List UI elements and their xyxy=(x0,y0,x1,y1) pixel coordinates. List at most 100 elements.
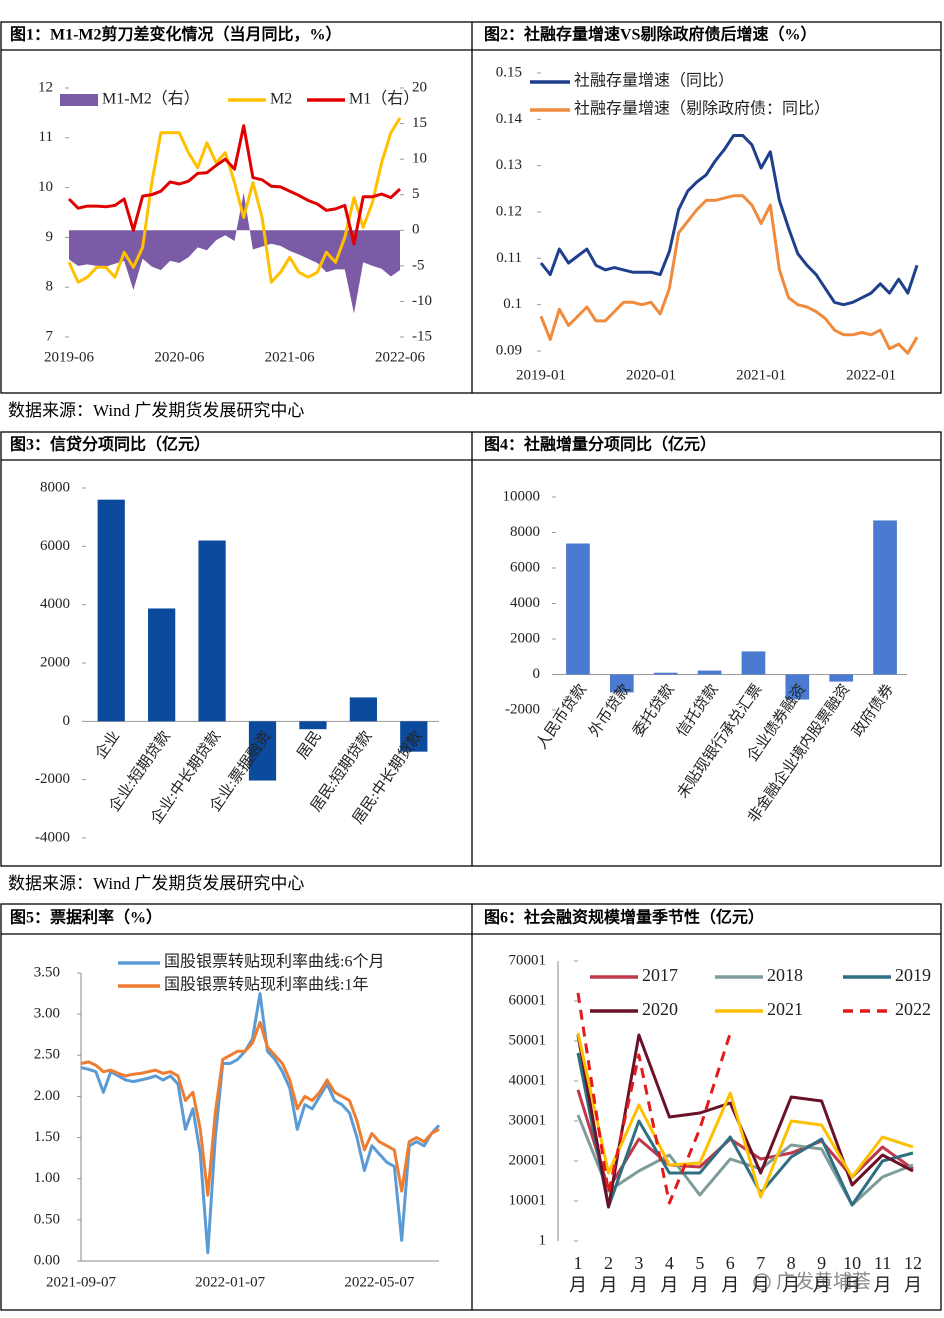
bar xyxy=(829,674,854,682)
y-tick-label: -2000 xyxy=(505,701,540,717)
x-tick-label: 10月 xyxy=(843,1253,862,1295)
x-tick-label: 未贴现银行承兑汇票 xyxy=(674,681,765,801)
x-tick-label: 2022-06 xyxy=(375,349,425,365)
line xyxy=(67,117,402,284)
x-tick-label: 2月 xyxy=(599,1253,618,1295)
frame xyxy=(0,21,942,394)
x-tick-label: 12月 xyxy=(904,1253,922,1295)
y-tick-label: 7 xyxy=(46,328,54,344)
legend-label: 2019 xyxy=(895,965,931,985)
bar xyxy=(198,540,226,722)
y-tick-label: 0.09 xyxy=(496,342,522,358)
line xyxy=(576,1033,914,1209)
y-tick-label: 10000 xyxy=(503,488,541,504)
y-tick-label: 1 xyxy=(539,1232,547,1248)
x-tick-label: 2020-01 xyxy=(626,367,676,383)
bar xyxy=(653,672,678,675)
y-tick-label: 6000 xyxy=(510,559,540,575)
line xyxy=(576,1032,914,1199)
x-tick-label: 11月 xyxy=(873,1253,892,1295)
y-tick-label: 0.12 xyxy=(496,203,522,219)
x-tick-label: 9月 xyxy=(812,1253,831,1295)
x-tick-label: 信托贷款 xyxy=(673,681,721,740)
y-tick-label: 8 xyxy=(46,279,54,295)
frames xyxy=(0,21,942,1311)
line xyxy=(67,124,402,246)
x-tick-label: 委托贷款 xyxy=(629,681,677,740)
source: 数据来源：Wind 广发期货发展研究中心 xyxy=(8,401,304,420)
y-tick-label: 20001 xyxy=(509,1152,547,1168)
chart-title: 图5：票据利率（%） xyxy=(10,908,162,927)
y-tick-label: -5 xyxy=(412,257,425,273)
y-tick-label: 0.15 xyxy=(496,64,522,80)
y-tick-label: 0.1 xyxy=(503,296,522,312)
x-tick-label: 人民币贷款 xyxy=(533,681,590,752)
legend-label: 2020 xyxy=(642,999,678,1019)
y-tick-label: 0.11 xyxy=(496,250,522,266)
y-tick-label: 3.50 xyxy=(34,964,60,980)
x-tick-label: 6月 xyxy=(721,1253,740,1295)
x-tick-label: 2019-06 xyxy=(44,349,94,365)
legend-label: M2 xyxy=(270,91,292,108)
x-tick-label: 居民 xyxy=(295,728,325,762)
y-tick-label: 2000 xyxy=(510,630,540,646)
chart-title: 图2：社融存量增速VS剔除政府债后增速（%） xyxy=(484,25,816,44)
bar xyxy=(741,651,766,675)
y-tick-label: 4000 xyxy=(40,596,70,612)
line xyxy=(80,1020,440,1197)
y-tick-label: 10001 xyxy=(509,1192,547,1208)
y-tick-label: 12 xyxy=(38,79,53,95)
y-tick-label: 0.50 xyxy=(34,1211,60,1227)
bar xyxy=(873,520,897,675)
bar xyxy=(400,721,428,752)
x-tick-label: 企业 xyxy=(91,727,123,762)
y-tick-label: 9 xyxy=(46,229,54,245)
x-tick-label: 2022-01 xyxy=(846,367,896,383)
y-tick-label: 30001 xyxy=(509,1112,547,1128)
x-tick-label: 政府债券 xyxy=(849,681,897,740)
y-tick-label: 10 xyxy=(38,179,53,195)
watermark: 广发黄埔荟 xyxy=(776,1270,871,1292)
legend-label: 2017 xyxy=(642,965,678,985)
frame xyxy=(0,431,942,867)
legend-label: M1（右） xyxy=(349,90,419,108)
y-tick-label: 0.00 xyxy=(34,1252,60,1268)
y-tick-label: 2000 xyxy=(40,654,70,670)
x-tick-label: 5月 xyxy=(690,1253,709,1295)
y-tick-label: 60001 xyxy=(509,992,547,1008)
x-tick-label: 外币贷款 xyxy=(586,681,634,740)
y-tick-label: 70001 xyxy=(509,952,547,968)
bar xyxy=(697,670,722,675)
y-tick-label: -10 xyxy=(412,293,432,309)
y-tick-label: 2.00 xyxy=(34,1088,60,1104)
y-tick-label: -2000 xyxy=(35,771,70,787)
x-tick-label: 2020-06 xyxy=(154,349,204,365)
y-tick-label: 0.13 xyxy=(496,157,522,173)
x-tick-label: 4月 xyxy=(660,1253,679,1295)
bar xyxy=(148,608,176,722)
frame xyxy=(0,903,942,1311)
x-tick-label: 1月 xyxy=(569,1253,587,1295)
x-tick-label: 8月 xyxy=(782,1253,801,1295)
x-tick-label: 2021-09-07 xyxy=(46,1274,116,1290)
x-tick-label: 2022-01-07 xyxy=(195,1274,265,1290)
source: 数据来源：Wind 广发期货发展研究中心 xyxy=(8,874,304,893)
bar xyxy=(97,499,125,722)
chart-title: 图4：社融增量分项同比（亿元） xyxy=(484,435,716,454)
legend-label: 2021 xyxy=(767,999,803,1019)
y-tick-label: 0.14 xyxy=(496,111,523,127)
x-tick-label: 7月 xyxy=(751,1253,770,1295)
y-tick-label: 40001 xyxy=(509,1072,547,1088)
y-tick-label: 5 xyxy=(412,186,420,202)
area xyxy=(69,192,400,314)
line xyxy=(539,134,919,307)
y-tick-label: 20 xyxy=(412,79,427,95)
y-tick-label: -4000 xyxy=(35,829,70,845)
legend-label: 国股银票转贴现利率曲线:6个月 xyxy=(164,953,384,971)
y-tick-label: 15 xyxy=(412,115,427,131)
y-tick-label: 6000 xyxy=(40,538,70,554)
y-tick-label: 0 xyxy=(63,713,71,729)
y-tick-label: 4000 xyxy=(510,595,540,611)
y-tick-label: 2.50 xyxy=(34,1047,60,1063)
